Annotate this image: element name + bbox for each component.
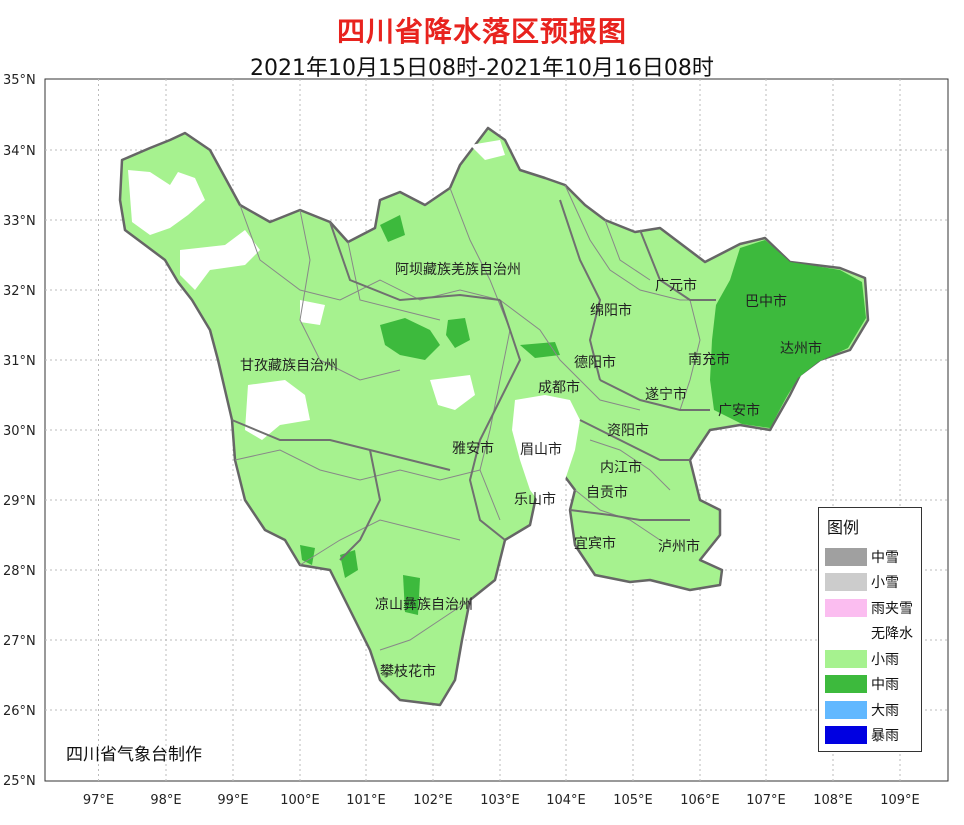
legend-swatch	[825, 726, 867, 745]
legend-item: 雨夹雪	[819, 595, 921, 621]
region-label-luzhou: 泸州市	[658, 538, 700, 555]
legend-item: 小雨	[819, 646, 921, 672]
region-label-aba: 阿坝藏族羌族自治州	[395, 262, 521, 278]
lon-tick-label: 106°E	[680, 793, 720, 808]
moderate-rain-areas	[300, 215, 866, 615]
region-label-ziyang: 资阳市	[607, 422, 649, 439]
lon-tick-label: 97°E	[83, 793, 114, 808]
region-label-mianyang: 绵阳市	[590, 302, 632, 319]
lat-tick-label: 26°N	[3, 704, 36, 719]
lon-tick-label: 98°E	[150, 793, 181, 808]
region-label-dazhou: 达州市	[780, 340, 822, 357]
lon-tick-label: 101°E	[346, 793, 386, 808]
lat-tick-label: 35°N	[3, 73, 36, 88]
legend-item: 中雪	[819, 544, 921, 570]
legend-swatch	[825, 624, 867, 643]
region-label-yibin: 宜宾市	[574, 535, 616, 552]
lon-tick-label: 99°E	[217, 793, 248, 808]
map-title: 四川省降水落区预报图	[336, 15, 627, 48]
region-label-nanchong: 南充市	[688, 351, 730, 368]
region-label-zigong: 自贡市	[586, 484, 628, 501]
legend-label: 无降水	[871, 626, 913, 643]
legend-item: 中雨	[819, 672, 921, 698]
region-label-chengdu: 成都市	[538, 379, 580, 396]
lon-tick-label: 100°E	[280, 793, 320, 808]
legend-label: 大雨	[871, 702, 899, 719]
lon-tick-label: 107°E	[746, 793, 786, 808]
legend: 图例 中雪 小雪 雨夹雪 无降水 小雨 中雨 大雨 暴雨	[818, 507, 922, 752]
lon-tick-label: 109°E	[880, 793, 920, 808]
legend-title: 图例	[827, 518, 860, 537]
region-label-liangshan: 凉山彝族自治州	[375, 597, 473, 613]
lon-tick-label: 105°E	[613, 793, 653, 808]
lat-tick-label: 31°N	[3, 354, 36, 369]
region-label-ganzi: 甘孜藏族自治州	[240, 358, 338, 374]
lon-tick-labels: 97°E 98°E 99°E 100°E 101°E 102°E 103°E 1…	[83, 793, 920, 808]
legend-swatch	[825, 547, 867, 566]
legend-swatch	[825, 675, 867, 694]
region-labels: 阿坝藏族羌族自治州 甘孜藏族自治州 绵阳市 广元市 巴中市 达州市 南充市 德阳…	[240, 262, 822, 680]
lon-tick-label: 104°E	[546, 793, 586, 808]
credit-text: 四川省气象台制作	[66, 745, 202, 765]
lat-tick-label: 30°N	[3, 424, 36, 439]
lat-tick-label: 33°N	[3, 214, 36, 229]
lat-tick-label: 28°N	[3, 564, 36, 579]
no-precipitation-areas	[128, 140, 580, 510]
lon-tick-label: 102°E	[413, 793, 453, 808]
region-label-guangyuan: 广元市	[655, 277, 697, 294]
lat-tick-label: 29°N	[3, 494, 36, 509]
legend-label: 雨夹雪	[871, 600, 913, 617]
legend-swatch	[825, 649, 867, 668]
map-subtitle: 2021年10月15日08时-2021年10月16日08时	[250, 56, 714, 81]
lon-tick-label: 103°E	[480, 793, 520, 808]
legend-swatch	[825, 573, 867, 592]
lat-tick-label: 34°N	[3, 144, 36, 159]
legend-item: 无降水	[819, 621, 921, 647]
lon-tick-label: 108°E	[813, 793, 853, 808]
lat-tick-label: 32°N	[3, 284, 36, 299]
prefecture-boundaries	[231, 199, 716, 561]
legend-label: 暴雨	[871, 728, 899, 745]
legend-item: 大雨	[819, 697, 921, 723]
legend-label: 小雨	[871, 651, 899, 668]
legend-item: 小雪	[819, 570, 921, 596]
legend-swatch	[825, 700, 867, 719]
region-label-bazhong: 巴中市	[745, 293, 787, 310]
legend-swatch	[825, 598, 867, 617]
legend-item: 暴雨	[819, 723, 921, 749]
region-label-yaan: 雅安市	[452, 440, 494, 457]
county-boundaries	[234, 184, 710, 651]
lat-tick-label: 25°N	[3, 774, 36, 789]
region-label-suining: 遂宁市	[645, 386, 687, 403]
legend-label: 小雪	[871, 575, 899, 592]
region-label-neijiang: 内江市	[600, 459, 642, 476]
legend-label: 中雨	[871, 677, 899, 694]
region-label-guangan: 广安市	[718, 402, 760, 419]
region-label-deyang: 德阳市	[574, 354, 616, 371]
legend-label: 中雪	[871, 549, 899, 566]
region-label-leshan: 乐山市	[514, 491, 556, 508]
lat-tick-label: 27°N	[3, 634, 36, 649]
region-label-panzhihua: 攀枝花市	[380, 663, 436, 680]
lat-tick-labels: 35°N 34°N 33°N 32°N 31°N 30°N 29°N 28°N …	[3, 73, 36, 789]
region-label-meishan: 眉山市	[520, 441, 562, 458]
